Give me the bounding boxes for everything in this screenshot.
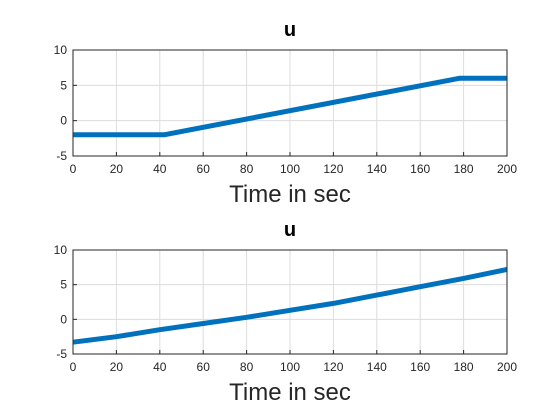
x-tick-label: 200 [497,360,517,374]
axes-frame [72,249,508,355]
series-line [73,75,507,138]
grid-lines [72,49,508,157]
axes-frame [72,49,508,157]
x-tick-label: 40 [153,360,167,374]
x-tick-label: 20 [110,360,124,374]
y-tick-label: 10 [54,243,68,257]
x-tick-label: 160 [410,360,430,374]
x-tick-label: 140 [367,360,387,374]
x-tick-label: 160 [410,162,430,176]
chart-title: u [284,19,296,41]
x-tick-label: 120 [323,162,343,176]
y-tick-label: 0 [60,114,67,128]
x-tick-label: 40 [153,162,167,176]
y-tick-label: 10 [54,43,68,57]
x-tick-label: 180 [454,360,474,374]
x-tick-label: 180 [454,162,474,176]
x-tick-label: 0 [70,360,77,374]
x-tick-label: 60 [197,162,211,176]
y-tick-label: -5 [56,149,67,163]
x-axis-label: Time in sec [229,181,351,208]
y-tick-label: 5 [60,278,67,292]
x-tick-label: 120 [323,360,343,374]
x-tick-label: 60 [197,360,211,374]
y-tick-label: -5 [56,347,67,361]
x-tick-label: 0 [70,162,77,176]
x-tick-label: 20 [110,162,124,176]
y-tick-label: 0 [60,312,67,326]
x-axis-label: Time in sec [229,379,351,406]
chart-title: u [284,219,296,241]
x-tick-label: 100 [280,360,300,374]
x-tick-label: 100 [280,162,300,176]
y-tick-label: 5 [60,78,67,92]
grid-lines [72,249,508,355]
x-tick-label: 80 [240,162,254,176]
x-tick-label: 140 [367,162,387,176]
series-line [72,266,508,345]
x-tick-label: 200 [497,162,517,176]
x-tick-label: 80 [240,360,254,374]
